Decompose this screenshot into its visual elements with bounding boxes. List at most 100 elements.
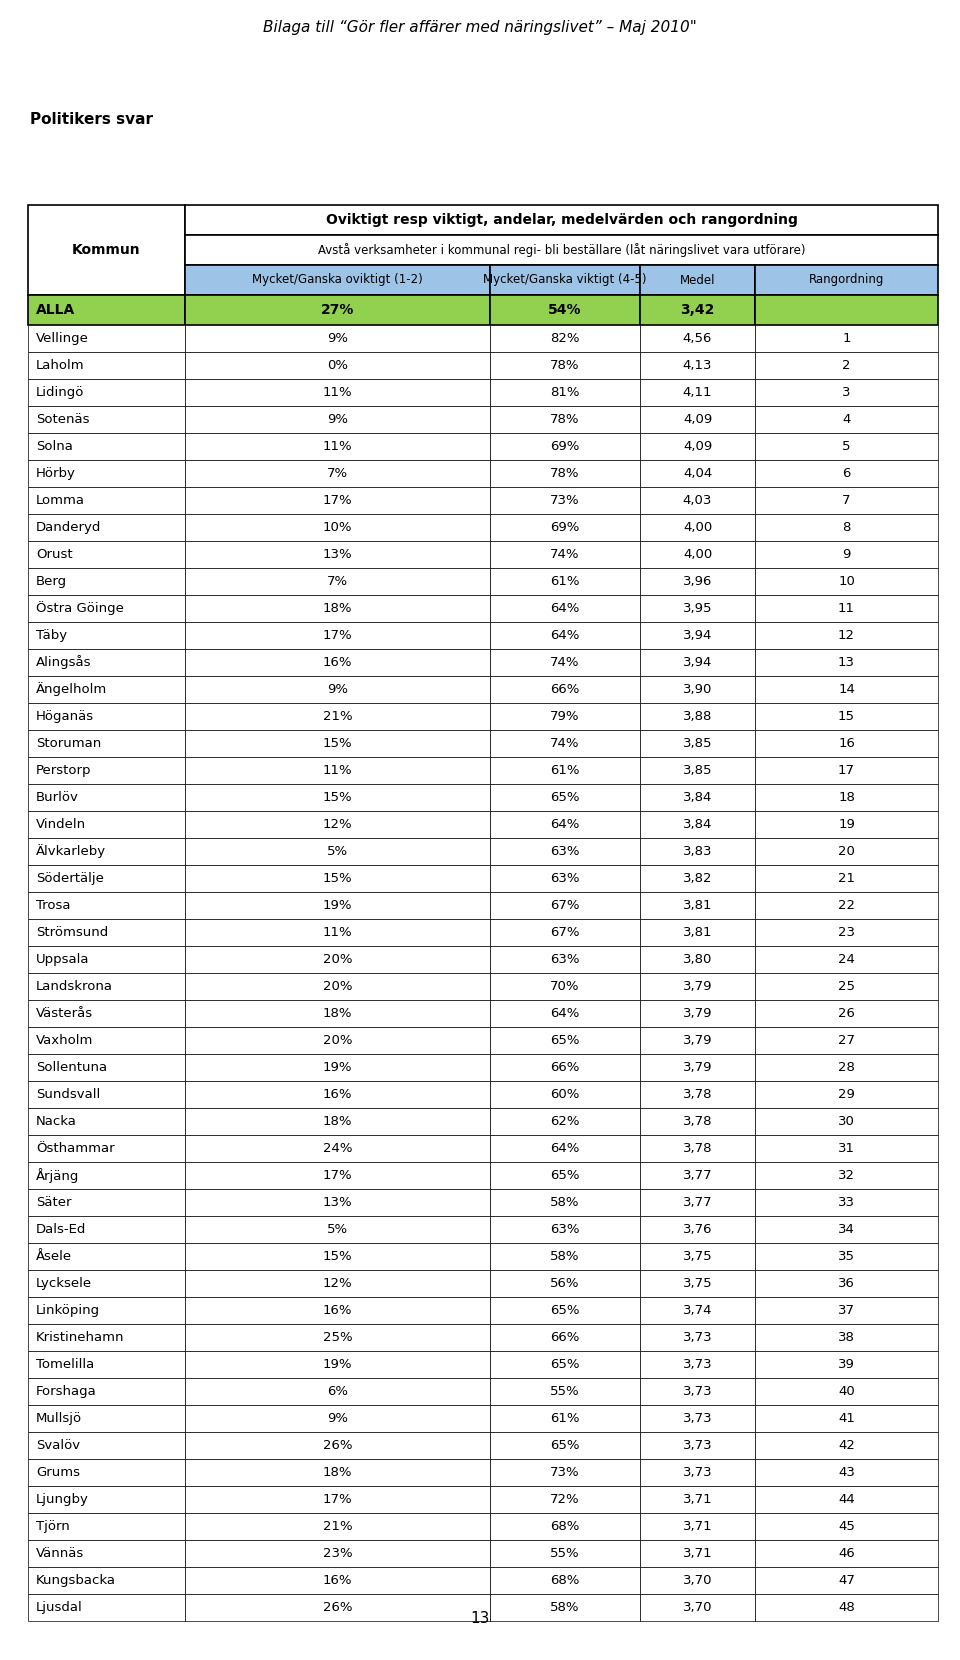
Bar xyxy=(28,999,185,1028)
Bar xyxy=(490,486,640,515)
Text: 3,85: 3,85 xyxy=(683,737,712,750)
Text: Säter: Säter xyxy=(36,1195,71,1208)
Text: Sotenäs: Sotenäs xyxy=(36,413,89,427)
Bar xyxy=(490,325,640,352)
Text: 15%: 15% xyxy=(323,792,352,803)
Text: 17%: 17% xyxy=(323,1169,352,1182)
Text: 3,73: 3,73 xyxy=(683,1413,712,1424)
Text: 29: 29 xyxy=(838,1087,855,1101)
Text: 8: 8 xyxy=(842,521,851,535)
Bar xyxy=(755,378,938,407)
Bar xyxy=(28,865,185,891)
Text: 25%: 25% xyxy=(323,1331,352,1345)
Text: Mycket/Ganska viktigt (4-5): Mycket/Ganska viktigt (4-5) xyxy=(483,274,647,287)
Text: 16: 16 xyxy=(838,737,855,750)
Bar xyxy=(755,1028,938,1054)
Bar xyxy=(28,1378,185,1404)
Bar xyxy=(755,1296,938,1325)
Bar xyxy=(755,1217,938,1243)
Text: Trosa: Trosa xyxy=(36,900,70,911)
Bar xyxy=(755,486,938,515)
Text: Berg: Berg xyxy=(36,574,67,588)
Text: 73%: 73% xyxy=(550,1466,580,1479)
Text: 3,94: 3,94 xyxy=(683,656,712,669)
Bar xyxy=(185,1081,490,1107)
Bar xyxy=(185,1404,490,1433)
Bar xyxy=(28,1081,185,1107)
Bar xyxy=(640,1028,755,1054)
Bar xyxy=(28,1296,185,1325)
Bar xyxy=(185,676,490,702)
Text: 72%: 72% xyxy=(550,1492,580,1506)
Bar xyxy=(755,784,938,812)
Text: 11: 11 xyxy=(838,603,855,614)
Text: 0%: 0% xyxy=(327,359,348,372)
Bar xyxy=(755,325,938,352)
Bar xyxy=(640,266,755,295)
Bar xyxy=(755,1567,938,1594)
Text: 7%: 7% xyxy=(327,466,348,480)
Text: 3,84: 3,84 xyxy=(683,792,712,803)
Bar xyxy=(28,378,185,407)
Text: 61%: 61% xyxy=(550,1413,580,1424)
Text: 3,78: 3,78 xyxy=(683,1116,712,1129)
Text: 11%: 11% xyxy=(323,926,352,940)
Bar xyxy=(28,946,185,973)
Bar xyxy=(755,1512,938,1540)
Bar xyxy=(28,1351,185,1378)
Bar xyxy=(185,541,490,568)
Text: 81%: 81% xyxy=(550,387,580,398)
Text: ALLA: ALLA xyxy=(36,304,75,317)
Bar xyxy=(490,946,640,973)
Bar xyxy=(490,1486,640,1512)
Bar xyxy=(755,1540,938,1567)
Text: Orust: Orust xyxy=(36,548,73,561)
Bar xyxy=(185,1107,490,1135)
Text: 3: 3 xyxy=(842,387,851,398)
Bar xyxy=(28,730,185,757)
Bar xyxy=(185,973,490,999)
Text: Landskrona: Landskrona xyxy=(36,979,113,993)
Text: 18%: 18% xyxy=(323,1466,352,1479)
Bar xyxy=(490,1404,640,1433)
Bar xyxy=(185,236,938,266)
Text: 11%: 11% xyxy=(323,440,352,453)
Bar xyxy=(28,1054,185,1081)
Text: 55%: 55% xyxy=(550,1547,580,1560)
Text: 78%: 78% xyxy=(550,359,580,372)
Bar xyxy=(640,946,755,973)
Text: 4,04: 4,04 xyxy=(683,466,712,480)
Bar xyxy=(490,295,640,325)
Text: 5: 5 xyxy=(842,440,851,453)
Text: 13: 13 xyxy=(470,1610,490,1625)
Text: 3,94: 3,94 xyxy=(683,629,712,642)
Bar xyxy=(755,946,938,973)
Text: 3,95: 3,95 xyxy=(683,603,712,614)
Bar xyxy=(640,1107,755,1135)
Text: 63%: 63% xyxy=(550,953,580,966)
Bar xyxy=(490,1054,640,1081)
Text: 18: 18 xyxy=(838,792,855,803)
Bar xyxy=(185,433,490,460)
Bar xyxy=(28,1404,185,1433)
Bar xyxy=(490,757,640,784)
Bar xyxy=(490,865,640,891)
Bar xyxy=(490,999,640,1028)
Bar xyxy=(640,1243,755,1270)
Bar xyxy=(490,1162,640,1189)
Text: 20%: 20% xyxy=(323,953,352,966)
Bar xyxy=(755,407,938,433)
Bar xyxy=(490,1107,640,1135)
Text: 82%: 82% xyxy=(550,332,580,345)
Text: 36: 36 xyxy=(838,1277,855,1290)
Bar xyxy=(640,1433,755,1459)
Text: Södertälje: Södertälje xyxy=(36,872,104,885)
Bar xyxy=(490,1243,640,1270)
Bar xyxy=(490,460,640,486)
Bar xyxy=(755,920,938,946)
Text: 34: 34 xyxy=(838,1223,855,1237)
Text: 3,71: 3,71 xyxy=(683,1547,712,1560)
Bar xyxy=(490,920,640,946)
Bar xyxy=(640,702,755,730)
Bar xyxy=(755,515,938,541)
